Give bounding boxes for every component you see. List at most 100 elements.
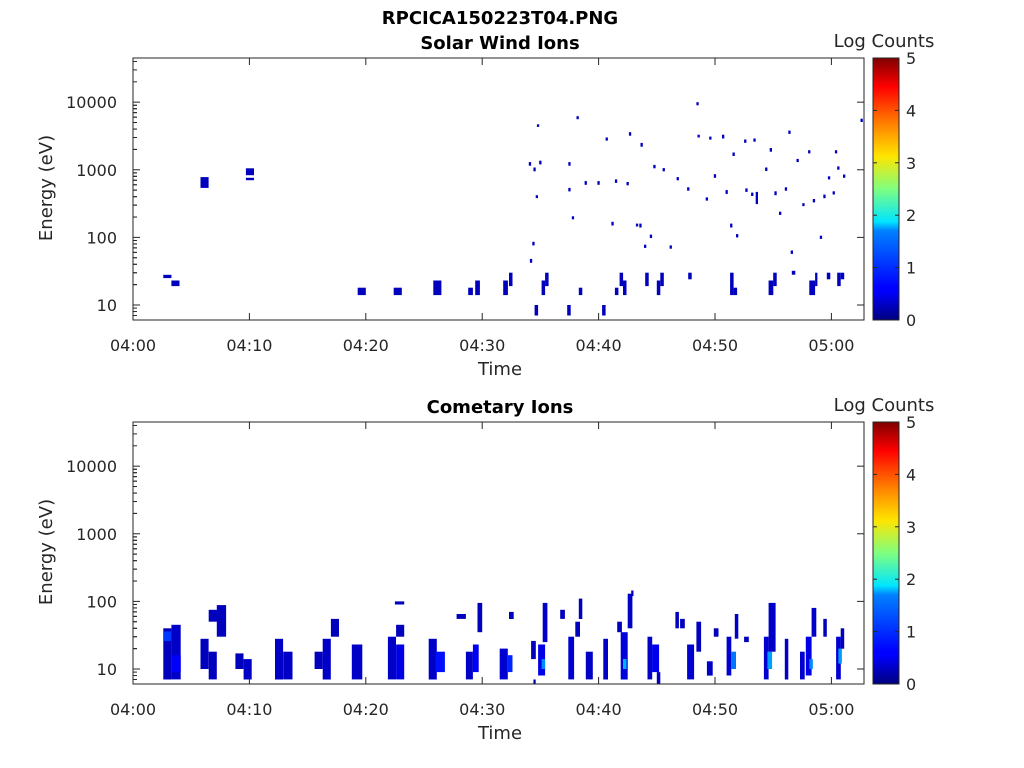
cometary-heatmap-cell <box>216 605 227 637</box>
solar-wind-panel: Solar Wind Ions Log Counts Time Energy (… <box>36 31 934 380</box>
cometary-heatmap-cell <box>163 631 172 641</box>
cometary-heatmap-cell <box>171 655 181 673</box>
cometary-heatmap-cell <box>330 618 339 637</box>
cometary-heatmap-cell <box>283 651 293 680</box>
solar-wind-heatmap-cell <box>532 241 535 246</box>
solar-wind-title: Solar Wind Ions <box>420 33 579 54</box>
cometary-colorbar-tick-label: 1 <box>906 623 916 642</box>
solar-wind-heatmap-cell <box>597 181 600 185</box>
cometary-heatmap-cell <box>541 659 546 669</box>
cometary-heatmap-cell <box>542 602 548 643</box>
solar-wind-heatmap-cell <box>796 158 799 163</box>
solar-wind-heatmap-cell <box>676 177 679 181</box>
solar-wind-heatmap-cell <box>578 287 583 296</box>
solar-wind-heatmap-cell <box>614 287 619 296</box>
solar-wind-heatmap-cell <box>568 162 571 166</box>
cometary-heatmap-cell <box>472 644 479 673</box>
solar-wind-heatmap-cell <box>840 272 845 280</box>
cometary-x-tick-label: 04:40 <box>576 700 622 719</box>
solar-wind-x-tick-label: 04:10 <box>226 336 272 355</box>
solar-wind-heatmap-cell <box>656 280 661 296</box>
cometary-heatmap-cell <box>767 651 773 669</box>
cometary-heatmap-cell <box>477 602 483 633</box>
cometary-heatmap-cell <box>235 653 244 669</box>
cometary-colorbar-label: Log Counts <box>834 395 935 416</box>
solar-wind-heatmap-cell <box>623 280 627 296</box>
solar-wind-x-tick-label: 05:00 <box>808 336 854 355</box>
solar-wind-heatmap-cell <box>696 102 699 106</box>
solar-wind-y-tick-label: 10 <box>97 296 117 315</box>
cometary-colorbar-tick-label: 0 <box>906 675 916 694</box>
solar-wind-colorbar-ticks: 0 1 2 3 4 5 <box>873 49 916 330</box>
cometary-heatmap-cell <box>623 659 627 669</box>
solar-wind-heatmap-cell <box>745 188 748 192</box>
cometary-heatmap-cell <box>675 611 679 629</box>
cometary-heatmap-cell <box>396 624 405 637</box>
solar-wind-heatmap-cell <box>635 223 639 227</box>
cometary-heatmap-cell <box>322 638 331 680</box>
solar-wind-heatmap-cell <box>528 162 532 166</box>
cometary-heatmap-cell <box>617 621 622 633</box>
cometary-heatmap-cell <box>428 638 437 680</box>
cometary-heatmap-cell <box>726 636 732 676</box>
solar-wind-heatmap-cell <box>475 280 480 296</box>
solar-wind-heatmap-cell <box>529 258 533 263</box>
solar-wind-heatmap-cell <box>744 139 747 143</box>
solar-wind-heatmap-cell <box>649 234 653 238</box>
cometary-colorbar-tick-label: 5 <box>906 413 916 432</box>
cometary-y-tick-label: 10000 <box>66 457 117 476</box>
solar-wind-heatmap-cell <box>790 250 793 254</box>
cometary-heatmap-cell <box>809 659 813 669</box>
solar-wind-heatmap-cell <box>709 136 712 140</box>
solar-wind-heatmap-cell <box>733 287 738 296</box>
solar-wind-x-tick-label: 04:20 <box>343 336 389 355</box>
solar-wind-heatmap-cell <box>722 134 725 139</box>
cometary-heatmap-cell <box>435 651 445 673</box>
solar-wind-heatmap-cell <box>815 272 818 287</box>
solar-wind-heatmap-cell <box>602 305 606 316</box>
solar-wind-heatmap-cell <box>827 176 831 180</box>
solar-wind-heatmap-cell <box>171 280 180 287</box>
cometary-y-tick-label: 10 <box>97 660 117 679</box>
solar-wind-heatmap-cell <box>791 270 796 275</box>
solar-wind-heatmap-cell <box>736 234 739 238</box>
solar-wind-heatmap-cell <box>619 272 624 287</box>
solar-wind-heatmap-cell <box>837 272 841 287</box>
solar-wind-heatmap-cell <box>860 118 863 122</box>
solar-wind-colorbar-label: Log Counts <box>834 31 935 52</box>
cometary-heatmap-cell <box>680 618 685 629</box>
cometary-heatmap-cell <box>171 624 181 680</box>
solar-wind-heatmap-cell <box>567 305 571 316</box>
solar-wind-xlabel: Time <box>477 359 522 380</box>
solar-wind-heatmap-cell <box>753 138 756 142</box>
cometary-heatmap-cell <box>734 614 739 639</box>
cometary-heatmap-cell <box>585 651 593 680</box>
solar-wind-heatmap-cell <box>812 199 816 203</box>
solar-wind-heatmap-cell <box>640 142 643 147</box>
cometary-x-tick-label: 04:20 <box>343 700 389 719</box>
cometary-heatmap-cell <box>687 644 695 680</box>
solar-wind-heatmap-cell <box>662 168 665 172</box>
cometary-heatmap-cell <box>456 614 466 619</box>
solar-wind-heatmap-cell <box>826 272 831 280</box>
solar-wind-heatmap-cell <box>539 160 542 165</box>
cometary-heatmap-cell <box>208 651 217 680</box>
solar-wind-heatmap-cell <box>163 274 172 279</box>
cometary-heatmap-cell <box>800 651 805 680</box>
cometary-heatmap-cell <box>396 644 405 680</box>
solar-wind-heatmap-cell <box>535 195 538 199</box>
cometary-heatmap-cell <box>656 672 661 684</box>
cometary-heatmap-cell <box>805 636 812 676</box>
solar-wind-heatmap-cell <box>653 164 656 169</box>
cometary-heatmap-cell <box>784 638 789 680</box>
solar-wind-heatmap-cell <box>705 197 708 201</box>
solar-wind-heatmap-cell <box>784 187 788 191</box>
solar-wind-heatmap-cell <box>713 174 717 178</box>
cometary-heatmap-cell <box>243 659 252 680</box>
cometary-heatmap-cell <box>560 609 565 619</box>
solar-wind-heatmap-cell <box>660 272 664 287</box>
cometary-plot-frame <box>132 421 865 685</box>
cometary-heatmap-cell <box>575 621 580 637</box>
solar-wind-colorbar <box>872 57 900 321</box>
